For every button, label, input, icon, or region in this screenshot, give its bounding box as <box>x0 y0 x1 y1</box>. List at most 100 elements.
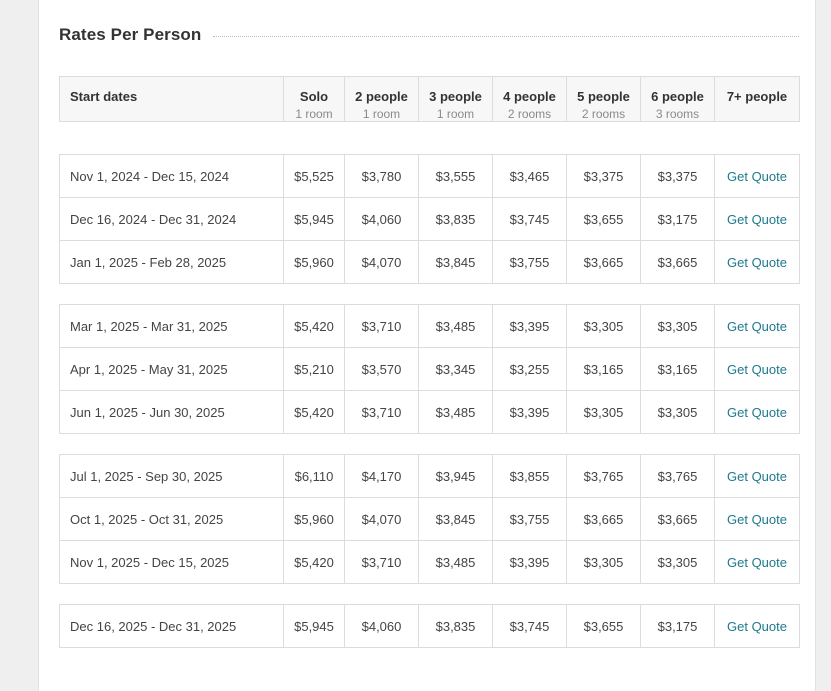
price-cell: $3,765 <box>640 454 715 498</box>
start-dates-cell: Jan 1, 2025 - Feb 28, 2025 <box>59 240 284 284</box>
price-cell: $3,845 <box>418 497 493 541</box>
price-cell: $3,745 <box>492 197 567 241</box>
price-cell: $3,175 <box>640 197 715 241</box>
price-cell: $3,305 <box>640 304 715 348</box>
get-quote-link[interactable]: Get Quote <box>727 211 787 227</box>
price-cell: $3,485 <box>418 390 493 434</box>
rate-row: Nov 1, 2024 - Dec 15, 2024 $5,525 $3,780 $3… <box>59 154 800 198</box>
price-cell: $3,305 <box>640 390 715 434</box>
rate-row: Nov 1, 2025 - Dec 15, 2025 $5,420 $3,710 $3… <box>59 540 800 584</box>
price-cell: $3,855 <box>492 454 567 498</box>
price-cell: $3,465 <box>492 154 567 198</box>
start-dates-cell: Jul 1, 2025 - Sep 30, 2025 <box>59 454 284 498</box>
quote-cell: Get Quote <box>714 240 800 284</box>
header-row: Start dates Solo 1 room 2 people 1 room … <box>59 76 800 122</box>
price-cell: $5,960 <box>283 240 345 284</box>
get-quote-link[interactable]: Get Quote <box>727 318 787 334</box>
get-quote-link[interactable]: Get Quote <box>727 361 787 377</box>
start-dates-cell: Oct 1, 2025 - Oct 31, 2025 <box>59 497 284 541</box>
get-quote-link[interactable]: Get Quote <box>727 254 787 270</box>
quote-cell: Get Quote <box>714 454 800 498</box>
rates-card: Rates Per Person Start dates Solo 1 room… <box>38 0 816 691</box>
rate-row: Jul 1, 2025 - Sep 30, 2025 $6,110 $4,170 $3… <box>59 454 800 498</box>
rates-header-table: Start dates Solo 1 room 2 people 1 room … <box>59 76 800 122</box>
price-cell: $3,555 <box>418 154 493 198</box>
price-cell: $5,420 <box>283 304 345 348</box>
price-cell: $3,395 <box>492 540 567 584</box>
start-dates-cell: Mar 1, 2025 - Mar 31, 2025 <box>59 304 284 348</box>
price-cell: $5,960 <box>283 497 345 541</box>
get-quote-link[interactable]: Get Quote <box>727 468 787 484</box>
price-cell: $3,945 <box>418 454 493 498</box>
get-quote-link[interactable]: Get Quote <box>727 404 787 420</box>
price-cell: $6,110 <box>283 454 345 498</box>
price-cell: $3,375 <box>566 154 641 198</box>
price-cell: $3,175 <box>640 604 715 648</box>
start-dates-cell: Dec 16, 2024 - Dec 31, 2024 <box>59 197 284 241</box>
rate-row: Dec 16, 2025 - Dec 31, 2025 $5,945 $4,060 $… <box>59 604 800 648</box>
get-quote-link[interactable]: Get Quote <box>727 168 787 184</box>
col-header-4-people: 4 people 2 rooms <box>492 76 567 122</box>
price-cell: $3,780 <box>344 154 419 198</box>
quote-cell: Get Quote <box>714 390 800 434</box>
col-header-label: 3 people <box>429 89 482 104</box>
quote-cell: Get Quote <box>714 497 800 541</box>
get-quote-link[interactable]: Get Quote <box>727 554 787 570</box>
price-cell: $3,655 <box>566 604 641 648</box>
quote-cell: Get Quote <box>714 154 800 198</box>
rate-row: Apr 1, 2025 - May 31, 2025 $5,210 $3,570 $3… <box>59 347 800 391</box>
col-header-start-dates: Start dates <box>59 76 284 122</box>
col-header-label: 7+ people <box>726 89 788 104</box>
col-header-rooms: 1 room <box>362 107 401 121</box>
price-cell: $5,420 <box>283 540 345 584</box>
quote-cell: Get Quote <box>714 604 800 648</box>
price-cell: $5,945 <box>283 604 345 648</box>
col-header-rooms: 2 rooms <box>581 107 626 121</box>
price-cell: $5,525 <box>283 154 345 198</box>
price-cell: $3,345 <box>418 347 493 391</box>
rate-row: Jan 1, 2025 - Feb 28, 2025 $5,960 $4,070 $3… <box>59 240 800 284</box>
price-cell: $3,570 <box>344 347 419 391</box>
price-cell: $3,395 <box>492 390 567 434</box>
price-cell: $3,665 <box>640 240 715 284</box>
price-cell: $4,070 <box>344 497 419 541</box>
price-cell: $3,755 <box>492 240 567 284</box>
col-header-label: Solo <box>299 89 329 104</box>
price-cell: $3,305 <box>566 304 641 348</box>
col-header-rooms: 1 room <box>436 107 475 121</box>
rate-group-table: Dec 16, 2025 - Dec 31, 2025 $5,945 $4,060 $… <box>59 604 800 648</box>
price-cell: $3,305 <box>640 540 715 584</box>
price-cell: $4,170 <box>344 454 419 498</box>
quote-cell: Get Quote <box>714 304 800 348</box>
start-dates-cell: Nov 1, 2025 - Dec 15, 2025 <box>59 540 284 584</box>
price-cell: $3,665 <box>566 240 641 284</box>
price-cell: $3,655 <box>566 197 641 241</box>
price-cell: $3,255 <box>492 347 567 391</box>
quote-cell: Get Quote <box>714 540 800 584</box>
rate-row: Jun 1, 2025 - Jun 30, 2025 $5,420 $3,710 $3… <box>59 390 800 434</box>
price-cell: $5,945 <box>283 197 345 241</box>
price-cell: $3,165 <box>566 347 641 391</box>
rate-group-table: Nov 1, 2024 - Dec 15, 2024 $5,525 $3,780 $3… <box>59 154 800 284</box>
price-cell: $3,710 <box>344 390 419 434</box>
rate-group-table: Mar 1, 2025 - Mar 31, 2025 $5,420 $3,710 $3… <box>59 304 800 434</box>
price-cell: $3,835 <box>418 604 493 648</box>
price-cell: $3,375 <box>640 154 715 198</box>
price-cell: $3,305 <box>566 390 641 434</box>
col-header-2-people: 2 people 1 room <box>344 76 419 122</box>
start-dates-cell: Nov 1, 2024 - Dec 15, 2024 <box>59 154 284 198</box>
start-dates-cell: Dec 16, 2025 - Dec 31, 2025 <box>59 604 284 648</box>
price-cell: $3,665 <box>566 497 641 541</box>
col-header-label: Start dates <box>70 89 138 104</box>
price-cell: $5,210 <box>283 347 345 391</box>
col-header-3-people: 3 people 1 room <box>418 76 493 122</box>
col-header-7-plus-people: 7+ people <box>714 76 800 122</box>
col-header-5-people: 5 people 2 rooms <box>566 76 641 122</box>
section-title: Rates Per Person <box>59 25 202 44</box>
col-header-rooms: 2 rooms <box>507 107 552 121</box>
title-divider <box>213 35 799 37</box>
get-quote-link[interactable]: Get Quote <box>727 618 787 634</box>
get-quote-link[interactable]: Get Quote <box>727 511 787 527</box>
price-cell: $3,165 <box>640 347 715 391</box>
price-cell: $3,835 <box>418 197 493 241</box>
